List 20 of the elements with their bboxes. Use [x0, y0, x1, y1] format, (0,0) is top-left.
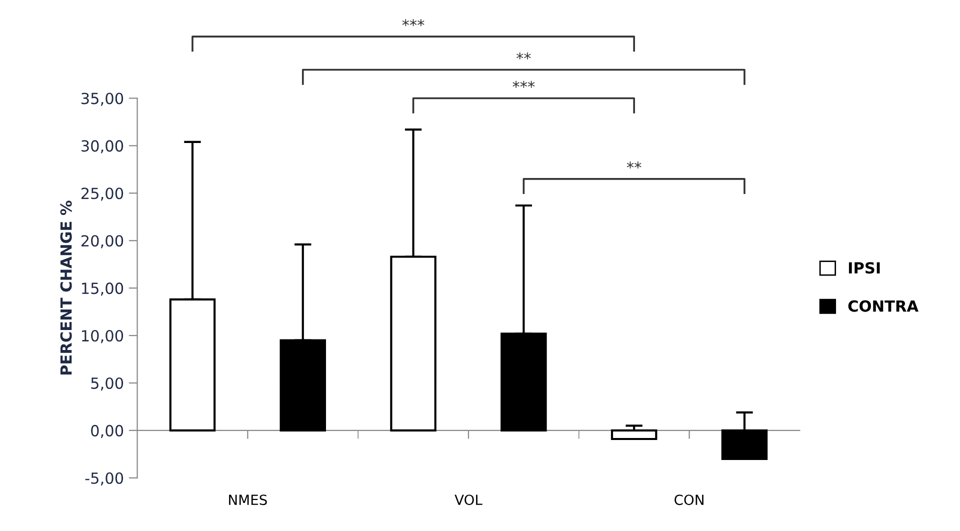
x-tick-label: NMES	[229, 494, 267, 506]
y-tick-label: 0,00	[91, 424, 124, 438]
y-tick-label: 10,00	[82, 330, 124, 344]
legend-label: IPSI	[848, 262, 880, 274]
y-tick-label: 25,00	[81, 188, 124, 201]
bar	[610, 429, 658, 440]
y-tick-label: 35,00	[82, 92, 124, 106]
legend-label: CONTRA	[848, 300, 918, 312]
y-tick-label: -5,00	[85, 472, 124, 486]
annotation: **	[626, 162, 642, 169]
y-tick-label: 5,00	[91, 377, 124, 391]
x-tick-label: VOL	[454, 494, 482, 506]
y-tick-label: 15,00	[82, 282, 124, 296]
text: ***	[512, 80, 535, 88]
y-axis-title: PERCENT CHANGE %	[60, 200, 72, 375]
y-tick-label: 20,00	[81, 235, 124, 248]
x-tick-label: CON	[674, 494, 704, 506]
y-tick-label: 30,00	[82, 140, 124, 154]
text: **	[516, 52, 531, 60]
text: ***	[402, 19, 424, 26]
